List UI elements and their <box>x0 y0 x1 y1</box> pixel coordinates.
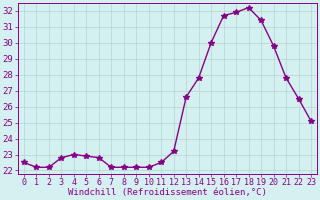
X-axis label: Windchill (Refroidissement éolien,°C): Windchill (Refroidissement éolien,°C) <box>68 188 267 197</box>
